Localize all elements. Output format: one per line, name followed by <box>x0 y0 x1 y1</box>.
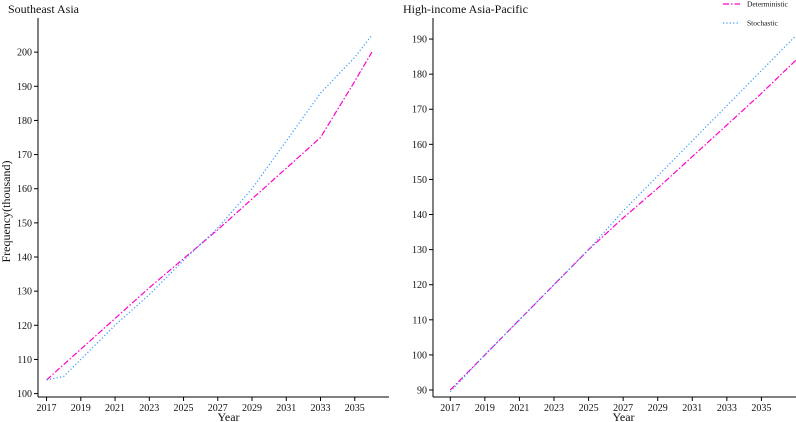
x-axis-title: Year <box>612 410 634 422</box>
x-tick-label: 2035 <box>345 403 365 414</box>
y-tick-label: 200 <box>17 48 32 59</box>
y-tick-label: 100 <box>412 350 427 361</box>
x-tick-label: 2017 <box>37 403 57 414</box>
series-line-deterministic <box>46 51 373 381</box>
legend-label-deterministic: Deterministic <box>747 0 788 9</box>
x-tick-label: 2035 <box>751 403 771 414</box>
y-tick-label: 170 <box>17 150 32 161</box>
axes: 2017 2019 2021 2023 2025 2027 2029 2031 2033 2035… <box>0 18 389 422</box>
x-tick-label: 2031 <box>276 403 296 414</box>
y-tick-label: 170 <box>412 105 427 116</box>
legend: Deterministic Stochastic <box>723 0 788 28</box>
y-tick-label: 110 <box>17 355 32 366</box>
x-tick-label: 2033 <box>717 403 737 414</box>
x-tick-label: 2031 <box>682 403 702 414</box>
series-line-deterministic <box>449 59 796 391</box>
y-tick-label: 130 <box>17 287 32 298</box>
y-tick-label: 120 <box>17 321 32 332</box>
y-tick-label: 150 <box>17 218 32 229</box>
y-tick-label: 190 <box>412 35 427 46</box>
series-line-stochastic <box>449 35 796 393</box>
y-tick-label: 110 <box>412 315 427 326</box>
y-tick-label: 180 <box>17 116 32 127</box>
y-tick-label: 180 <box>412 70 427 81</box>
x-tick-label: 2029 <box>242 403 262 414</box>
y-tick-label: 140 <box>17 253 32 264</box>
x-tick-label: 2021 <box>509 403 529 414</box>
x-tick-label: 2021 <box>105 403 125 414</box>
series-line-stochastic <box>46 34 373 381</box>
series-layer <box>46 34 373 381</box>
x-tick-label: 2019 <box>71 403 91 414</box>
y-tick-label: 130 <box>412 245 427 256</box>
y-tick-label: 140 <box>412 210 427 221</box>
y-tick-label: 160 <box>412 140 427 151</box>
x-tick-label: 2033 <box>311 403 331 414</box>
chart-title: High-income Asia-Pacific <box>403 2 528 16</box>
panel-high-income-asia-pacific: High-income Asia-Pacific 2017 2019 2021 202… <box>403 0 796 422</box>
x-tick-label: 2029 <box>648 403 668 414</box>
x-axis-title: Year <box>217 410 239 422</box>
legend-label-stochastic: Stochastic <box>747 19 778 28</box>
x-tick-label: 2023 <box>139 403 159 414</box>
x-tick-label: 2019 <box>475 403 495 414</box>
x-tick-label: 2017 <box>440 403 460 414</box>
y-tick-label: 150 <box>412 175 427 186</box>
y-tick-label: 90 <box>417 385 427 396</box>
x-tick-label: 2025 <box>174 403 194 414</box>
x-tick-label: 2027 <box>613 403 633 414</box>
y-tick-label: 100 <box>17 389 32 400</box>
series-layer <box>449 35 796 393</box>
y-tick-label: 120 <box>412 280 427 291</box>
axes: 2017 2019 2021 2023 2025 2027 2029 2031 2033 2035… <box>412 18 796 422</box>
x-tick-label: 2027 <box>208 403 228 414</box>
panel-southeast-asia: Southeast Asia 2017 2019 2021 2023 2025 2027 2… <box>0 2 389 422</box>
x-tick-label: 2025 <box>579 403 599 414</box>
y-tick-label: 190 <box>17 82 32 93</box>
x-tick-label: 2023 <box>544 403 564 414</box>
chart-title: Southeast Asia <box>8 2 80 16</box>
y-axis-title: Frequency(thousand) <box>0 161 13 263</box>
y-tick-label: 160 <box>17 184 32 195</box>
